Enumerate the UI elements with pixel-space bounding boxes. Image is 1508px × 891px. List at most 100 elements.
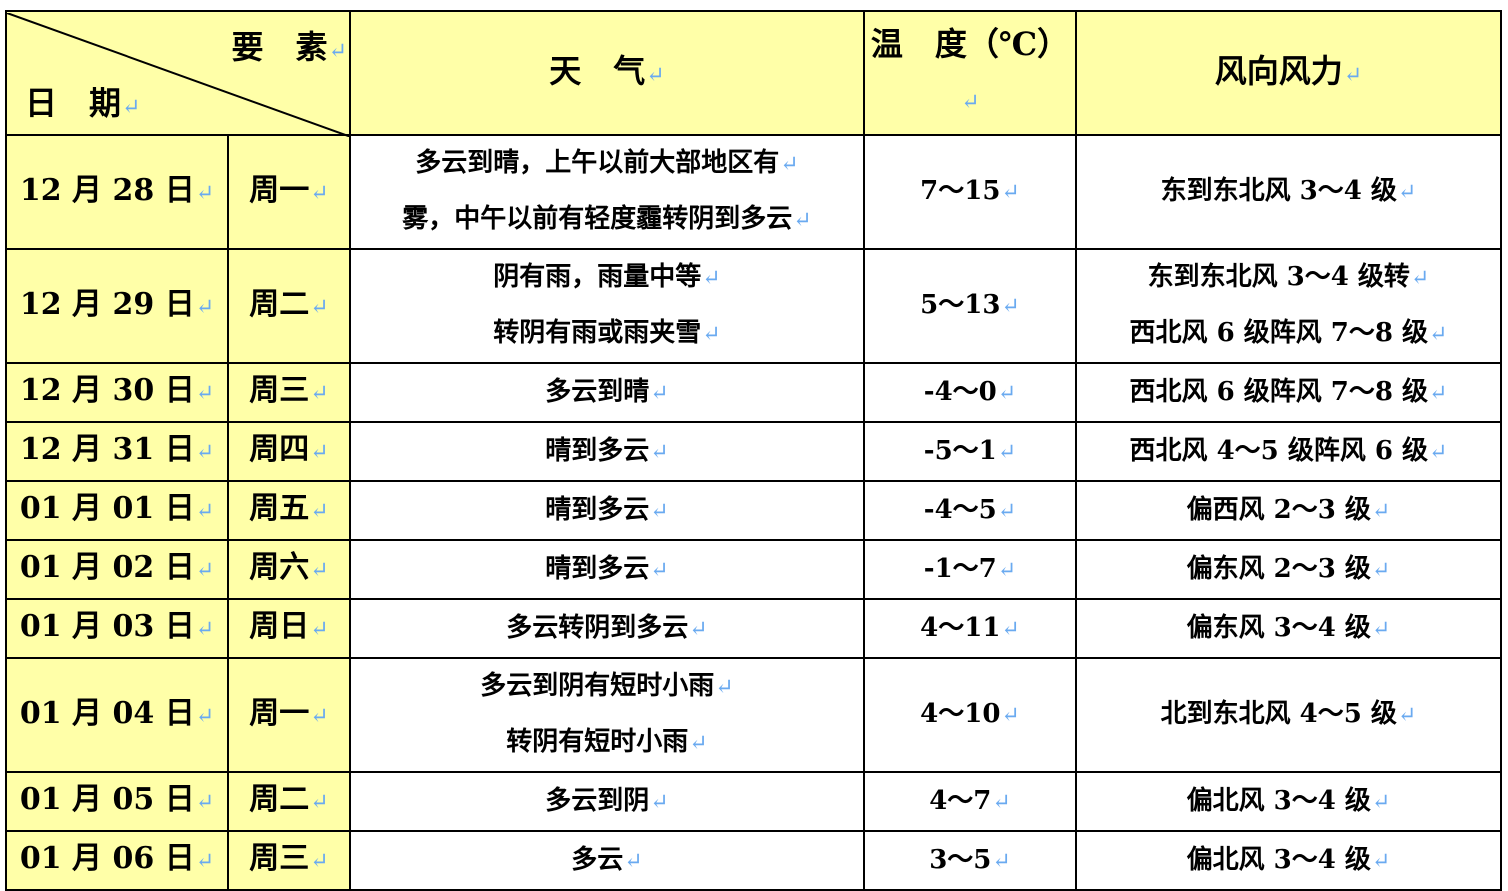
text-line: 12 月 29 日↵ — [7, 278, 227, 335]
diagonal-header-cell: 要 素↵ 日 期↵ — [5, 10, 351, 137]
return-mark-icon: ↵ — [195, 617, 215, 642]
return-mark-icon: ↵ — [997, 439, 1017, 465]
return-mark-icon: ↵ — [1371, 616, 1391, 642]
return-mark-icon: ↵ — [310, 499, 329, 524]
cell-text: 晴到多云 — [545, 553, 650, 584]
cell-text: 4～11 — [920, 612, 1001, 643]
cell-text: 多云到晴，上午以前大部地区有 — [415, 148, 780, 178]
temperature-cell: 7～15↵ — [863, 134, 1077, 250]
cell-text: 周六 — [249, 550, 310, 585]
wind-cell: 西北风 6 级阵风 7～8 级↵ — [1075, 362, 1502, 423]
weather-cell: 多云到阴有短时小雨↵ 转阴有短时小雨↵ — [349, 657, 865, 773]
return-mark-icon: ↵ — [1001, 703, 1020, 728]
return-mark-icon: ↵ — [195, 180, 215, 206]
wind-cell: 偏东风 2～3 级↵ — [1075, 539, 1502, 600]
wind-cell: 偏东风 3～4 级↵ — [1075, 598, 1502, 659]
return-mark-icon: ↵ — [195, 440, 215, 465]
text-line: 北到东北风 4～5 级↵ — [1077, 687, 1500, 743]
date-label-text: 日 期 — [25, 84, 122, 122]
weekday-cell: 周五↵ — [227, 480, 351, 541]
text-line: 偏北风 3～4 级↵ — [1077, 833, 1500, 889]
text-line: 东到东北风 3～4 级转↵ — [1077, 250, 1500, 306]
return-mark-icon: ↵ — [310, 790, 329, 815]
date-cell: 01 月 02 日↵ — [5, 539, 229, 600]
date-cell: 12 月 31 日↵ — [5, 421, 229, 482]
return-mark-icon: ↵ — [715, 675, 734, 700]
return-mark-icon: ↵ — [1371, 557, 1391, 583]
text-line: 多云转阴到多云↵ — [351, 601, 863, 657]
cell-text: 多云转阴到多云 — [506, 612, 689, 643]
cell-text: 12 月 31 日 — [19, 432, 195, 467]
date-cell: 12 月 29 日↵ — [5, 248, 229, 364]
return-mark-icon: ↵ — [702, 266, 721, 291]
return-mark-icon: ↵ — [650, 439, 669, 465]
return-mark-icon: ↵ — [310, 849, 329, 874]
cell-text: -1～7 — [923, 553, 997, 584]
weekday-cell: 周一↵ — [227, 134, 351, 250]
weather-cell: 多云转阴到多云↵ — [349, 598, 865, 659]
return-mark-icon: ↵ — [1429, 380, 1448, 406]
table-row: 01 月 01 日↵ 周五↵ 晴到多云↵ -4～5↵ 偏西风 2～3 级↵ — [5, 480, 1502, 541]
cell-text: 晴到多云 — [545, 494, 650, 525]
weather-cell: 多云到晴，上午以前大部地区有↵ 雾，中午以前有轻度霾转阴到多云↵ — [349, 134, 865, 250]
return-mark-icon: ↵ — [1410, 266, 1430, 291]
cell-text: 周三 — [249, 841, 310, 876]
text-line: 晴到多云↵ — [351, 424, 863, 480]
return-mark-icon: ↵ — [780, 152, 799, 177]
weather-cell: 晴到多云↵ — [349, 480, 865, 541]
wind-cell: 偏西风 2～3 级↵ — [1075, 480, 1502, 541]
table-row: 01 月 04 日↵ 周一↵ 多云到阴有短时小雨↵ 转阴有短时小雨↵ 4～10↵ 北到东北… — [5, 657, 1502, 773]
text-line: 12 月 31 日↵ — [7, 423, 227, 480]
text-line: 多云↵ — [351, 833, 863, 889]
cell-text: 转阴有短时小雨 — [506, 727, 689, 757]
cell-text: 西北风 6 级阵风 7～8 级 — [1129, 376, 1429, 407]
cell-text: 01 月 02 日 — [19, 550, 195, 585]
return-mark-icon: ↵ — [1343, 62, 1363, 88]
cell-text: 偏北风 3～4 级 — [1186, 785, 1371, 816]
text-line: -4～0↵ — [865, 365, 1075, 421]
return-mark-icon: ↵ — [997, 498, 1017, 524]
weekday-cell: 周三↵ — [227, 362, 351, 423]
return-mark-icon: ↵ — [1001, 616, 1020, 642]
weather-cell: 多云到阴↵ — [349, 771, 865, 832]
cell-text: 多云到阴有短时小雨 — [480, 671, 715, 701]
table-row: 12 月 28 日↵ 周一↵ 多云到晴，上午以前大部地区有↵ 雾，中午以前有轻度霾转阴… — [5, 134, 1502, 250]
cell-text: 北到东北风 4～5 级 — [1160, 699, 1397, 729]
element-label-text: 要 素 — [231, 28, 328, 66]
weekday-cell: 周二↵ — [227, 248, 351, 364]
date-label: 日 期↵ — [25, 83, 140, 128]
cell-text: 周五 — [249, 491, 310, 526]
text-line: 西北风 4～5 级阵风 6 级↵ — [1077, 424, 1500, 480]
temperature-cell: 4～10↵ — [863, 657, 1077, 773]
cell-text: -4～5 — [923, 494, 997, 525]
text-line: 周二↵ — [229, 773, 349, 830]
return-mark-icon: ↵ — [689, 731, 708, 756]
text-line: 周三↵ — [229, 832, 349, 889]
return-mark-icon: ↵ — [1371, 789, 1391, 815]
cell-text: 多云 — [571, 844, 624, 875]
table-row: 12 月 29 日↵ 周二↵ 阴有雨，雨量中等↵ 转阴有雨或雨夹雪↵ 5～13↵ 东到东北… — [5, 248, 1502, 364]
header-row: 要 素↵ 日 期↵ 天 气↵ 温 度（℃）↵ 风向风力↵ — [5, 10, 1502, 137]
text-line: 多云到晴，上午以前大部地区有↵ — [351, 136, 863, 192]
return-mark-icon: ↵ — [195, 558, 215, 583]
return-mark-icon: ↵ — [646, 62, 665, 88]
cell-text: -5～1 — [923, 435, 997, 466]
cell-text: 周三 — [249, 373, 310, 408]
table-row: 12 月 30 日↵ 周三↵ 多云到晴↵ -4～0↵ 西北风 6 级阵风 7～8 级↵ — [5, 362, 1502, 423]
weekday-cell: 周三↵ — [227, 830, 351, 891]
cell-text: 晴到多云 — [545, 435, 650, 466]
header-wind: 风向风力↵ — [1075, 10, 1502, 136]
return-mark-icon: ↵ — [992, 789, 1011, 815]
cell-text: 西北风 6 级阵风 7～8 级 — [1129, 318, 1429, 348]
return-mark-icon: ↵ — [793, 208, 812, 233]
element-label: 要 素↵ — [232, 27, 347, 72]
text-line: 01 月 02 日↵ — [7, 541, 227, 598]
return-mark-icon: ↵ — [650, 789, 669, 815]
return-mark-icon: ↵ — [1001, 180, 1020, 205]
temperature-cell: -5～1↵ — [863, 421, 1077, 482]
cell-text: 偏西风 2～3 级 — [1186, 494, 1371, 525]
wind-cell: 东到东北风 3～4 级转↵ 西北风 6 级阵风 7～8 级 ↵ — [1075, 248, 1502, 364]
cell-text: -4～0 — [923, 376, 997, 407]
cell-text: 周四 — [249, 432, 310, 467]
text-line: 周一↵ — [229, 164, 349, 221]
